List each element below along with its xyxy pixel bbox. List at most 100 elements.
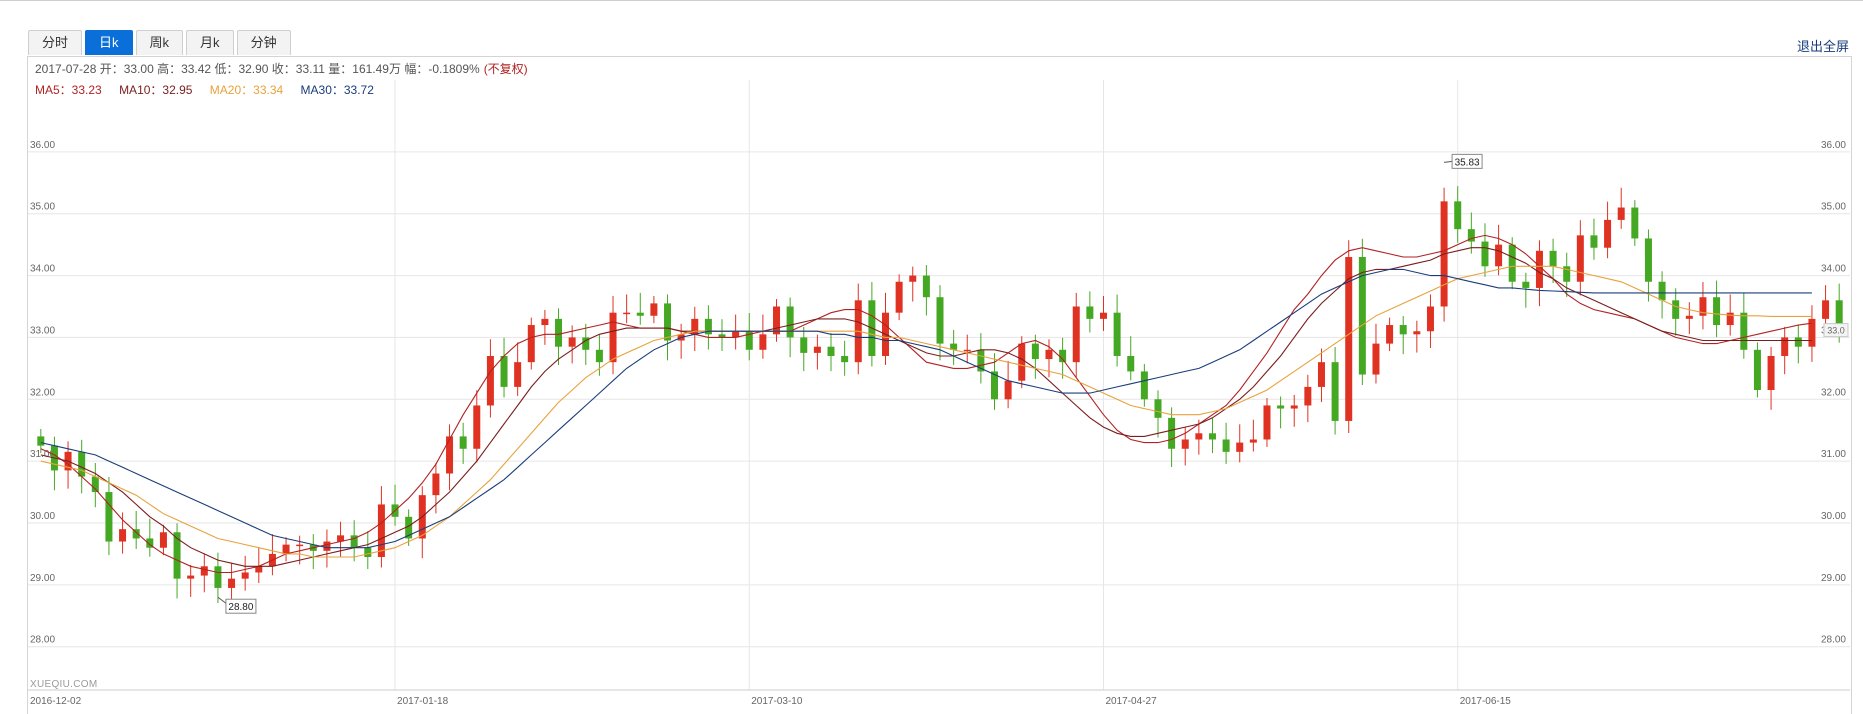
y-tick-label-left: 36.00 xyxy=(30,140,55,151)
x-tick-label: 2016-12-02 xyxy=(30,696,82,707)
y-tick-label-right: 35.00 xyxy=(1821,202,1846,213)
candle-body xyxy=(1753,349,1761,390)
candle-body xyxy=(1277,405,1285,409)
candle-body xyxy=(187,575,195,579)
candle-body xyxy=(1086,306,1094,319)
y-tick-label-left: 35.00 xyxy=(30,202,55,213)
candle-body xyxy=(105,492,113,542)
candle-body xyxy=(977,349,985,372)
candle-body xyxy=(1672,300,1680,319)
candle-body xyxy=(555,318,563,347)
candle-body xyxy=(582,337,590,350)
y-tick-label-left: 34.00 xyxy=(30,264,55,275)
candle-body xyxy=(364,547,372,558)
candle-body xyxy=(473,405,481,449)
candle-body xyxy=(1222,439,1230,452)
candle-body xyxy=(1004,380,1012,400)
candle-body xyxy=(595,349,603,363)
candle-body xyxy=(119,529,127,542)
restore-mode-label[interactable]: (不复权) xyxy=(483,62,528,76)
y-tick-label-left: 28.00 xyxy=(30,635,55,646)
x-tick-label: 2017-03-10 xyxy=(751,696,803,707)
exit-fullscreen-button[interactable]: 退出全屏 xyxy=(1796,39,1849,54)
candle-body xyxy=(1495,244,1503,267)
candle-body xyxy=(1658,281,1666,301)
candle-body xyxy=(1317,362,1325,387)
candle-body xyxy=(1358,257,1366,375)
candle-body xyxy=(541,318,549,326)
annotation-box xyxy=(1451,153,1483,169)
tab-minute[interactable]: 分钟 xyxy=(236,30,291,55)
candle-body xyxy=(337,535,345,542)
candle-body xyxy=(1386,325,1394,344)
candle-body xyxy=(1236,442,1244,452)
candle-body xyxy=(1140,371,1148,400)
tab-monthly-k[interactable]: 月k xyxy=(186,30,234,55)
candle-body xyxy=(146,538,154,548)
annotation-leader xyxy=(1444,160,1453,163)
candle-body xyxy=(214,566,222,588)
candle-body xyxy=(609,312,617,363)
candle-body xyxy=(813,346,821,353)
tab-intraday[interactable]: 分时 xyxy=(28,30,83,55)
candle-body xyxy=(1168,417,1176,449)
y-tick-label-right: 30.00 xyxy=(1821,511,1846,522)
annotation-leader xyxy=(217,596,227,604)
candle-body xyxy=(718,334,726,338)
candle-body xyxy=(1399,325,1407,335)
candle-body xyxy=(745,331,753,350)
candle-body xyxy=(1631,207,1639,239)
candle-body xyxy=(282,544,290,554)
ma5-legend: MA5：33.23 xyxy=(35,83,102,97)
quote-info-line: 2017-07-28 开：33.00 高：33.42 低：32.90 收：33.… xyxy=(35,60,528,77)
candle-body xyxy=(1045,349,1053,360)
candle-body xyxy=(1072,306,1080,363)
candle-body xyxy=(1699,297,1707,316)
candle-body xyxy=(1794,337,1802,347)
candle-body xyxy=(37,436,45,446)
candle-body xyxy=(1590,235,1598,248)
candle-body xyxy=(1617,207,1625,220)
x-tick-label: 2017-04-27 xyxy=(1105,696,1157,707)
candle-body xyxy=(704,318,712,335)
candle-body xyxy=(1181,439,1189,449)
candle-body xyxy=(500,355,508,387)
candle-body xyxy=(255,566,263,573)
candle-body xyxy=(1413,331,1421,335)
candle-body xyxy=(1576,235,1584,282)
tab-weekly-k[interactable]: 周k xyxy=(135,30,184,55)
candle-body xyxy=(1822,300,1830,319)
candle-body xyxy=(1249,439,1257,443)
annotation-label: 35.83 xyxy=(1455,157,1480,168)
candle-body xyxy=(1535,250,1543,288)
y-tick-label-right: 29.00 xyxy=(1821,573,1846,584)
candle-body xyxy=(1481,241,1489,267)
candle-body xyxy=(1099,312,1107,319)
candle-body xyxy=(1426,306,1434,332)
candle-body xyxy=(1563,266,1571,282)
candle-body xyxy=(1644,238,1652,282)
ma30-line xyxy=(40,268,1812,549)
candle-body xyxy=(446,436,454,474)
candle-body xyxy=(173,532,181,579)
y-tick-label-right: 34.00 xyxy=(1821,264,1846,275)
candle-body xyxy=(963,349,971,352)
ma5-line xyxy=(40,234,1812,574)
candle-body xyxy=(1781,337,1789,356)
y-tick-label-right: 36.00 xyxy=(1821,140,1846,151)
candle-body xyxy=(786,306,794,338)
candle-body xyxy=(1263,405,1271,440)
ma20-legend: MA20：33.34 xyxy=(209,83,284,97)
candle-body xyxy=(1726,312,1734,326)
candle-body xyxy=(200,566,208,576)
y-tick-label-right: 32.00 xyxy=(1821,387,1846,398)
last-price-box xyxy=(1823,323,1849,338)
candle-body xyxy=(1767,355,1775,390)
candle-body xyxy=(1467,229,1475,242)
candle-body xyxy=(1031,343,1039,360)
candle-body xyxy=(159,532,167,548)
tab-daily-k[interactable]: 日k xyxy=(85,30,133,55)
xueqiu-watermark: XUEQIU.COM xyxy=(30,679,98,690)
candle-body xyxy=(1059,349,1067,363)
